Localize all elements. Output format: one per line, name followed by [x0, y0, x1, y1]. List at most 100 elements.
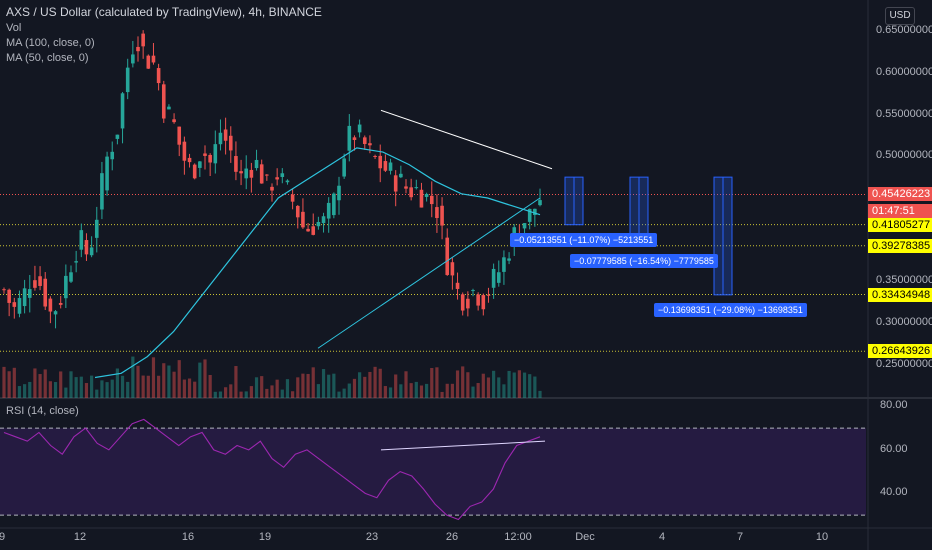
volume-bar	[33, 368, 37, 398]
candle-body	[321, 216, 326, 224]
volume-bar	[466, 372, 470, 398]
candle-body	[64, 275, 68, 299]
candle-body	[388, 162, 393, 171]
volume-bar	[512, 372, 516, 398]
candle-body	[460, 294, 465, 311]
price-tick-label: 0.50000000	[876, 149, 932, 162]
candle-body	[120, 93, 125, 129]
candle-body	[440, 205, 444, 226]
volume-bar	[291, 391, 295, 398]
candle-body	[455, 282, 460, 289]
volume-bar	[95, 389, 99, 398]
volume-bar	[115, 368, 119, 398]
candle-body	[368, 143, 372, 146]
candle-body	[259, 164, 264, 184]
volume-bar	[193, 381, 197, 398]
rsi-study-label[interactable]: RSI (14, close)	[6, 405, 79, 417]
candle-body	[373, 155, 377, 157]
volume-bar	[296, 377, 300, 398]
ma50-line	[94, 147, 541, 379]
candle-body	[22, 288, 27, 307]
volume-bar	[218, 391, 223, 398]
volume-bar	[455, 370, 460, 398]
candle-body	[115, 134, 120, 139]
candle-body	[58, 302, 63, 305]
ma50-study-label[interactable]: MA (50, close, 0)	[6, 52, 89, 64]
volume-bar	[440, 391, 444, 398]
candle-body	[476, 294, 480, 306]
volume-bar	[260, 376, 264, 398]
price-tick-label: 0.60000000	[876, 65, 932, 78]
candle-body	[105, 156, 109, 191]
candle-body	[27, 289, 32, 298]
volume-bar	[522, 372, 527, 398]
volume-bar	[141, 375, 145, 398]
candle-body	[100, 173, 104, 210]
candle-body	[161, 84, 166, 119]
candle-body	[228, 135, 233, 151]
candle-body	[347, 125, 352, 151]
candle-body	[502, 257, 506, 272]
candle-body	[285, 180, 290, 183]
volume-bar	[492, 370, 496, 398]
volume-bar	[100, 380, 104, 398]
volume-bar	[342, 388, 346, 398]
volume-bar	[373, 366, 377, 398]
resistance-trendline	[380, 109, 553, 170]
volume-bar	[419, 385, 424, 398]
volume-bar	[64, 387, 68, 398]
volume-bar	[249, 386, 253, 398]
volume-bar	[435, 367, 439, 398]
volume-bar	[383, 386, 387, 398]
candle-body	[522, 223, 527, 229]
volume-bar	[450, 383, 454, 398]
volume-bar	[198, 362, 202, 398]
volume-bar	[110, 379, 114, 398]
volume-bar	[306, 373, 310, 398]
volume-bar	[538, 390, 542, 398]
volume-bar	[404, 371, 408, 398]
candle-body	[110, 151, 115, 160]
volume-study-label[interactable]: Vol	[6, 22, 22, 34]
volume-bar	[151, 357, 156, 398]
ma100-study-label[interactable]: MA (100, close, 0)	[6, 37, 95, 49]
candle-body	[198, 161, 202, 168]
candle-body	[409, 187, 413, 198]
candle-body	[295, 205, 300, 218]
volume-bar	[321, 369, 326, 398]
candle-body	[445, 237, 450, 275]
volume-bar	[476, 383, 480, 398]
volume-bar	[316, 384, 320, 398]
candle-body	[33, 280, 37, 288]
ma100-line	[317, 197, 541, 349]
candle-body	[136, 46, 140, 52]
volume-bar	[394, 374, 398, 398]
volume-bar	[2, 366, 6, 398]
currency-button[interactable]: USD	[885, 7, 915, 25]
candle-body	[151, 55, 156, 63]
candle-body	[125, 67, 130, 93]
candle-body	[244, 168, 249, 179]
candle-body	[249, 169, 254, 178]
projection-label: −0.13698351 (−29.08%) −13698351	[654, 302, 807, 317]
volume-bar	[136, 365, 140, 398]
date-tick-label: 4	[658, 531, 666, 543]
volume-bar	[48, 381, 52, 398]
date-tick-label: 7	[736, 531, 744, 543]
volume-bar	[244, 391, 248, 398]
candle-body	[182, 141, 187, 161]
candle-body	[337, 185, 341, 201]
candle-body	[424, 194, 429, 197]
candle-body	[404, 186, 408, 189]
candle-body	[496, 272, 501, 283]
candle-body	[306, 228, 310, 232]
candle-body	[507, 258, 511, 261]
price-tick-label: 0.30000000	[876, 316, 932, 329]
candle-body	[533, 208, 537, 216]
volume-bar	[69, 371, 73, 398]
candle-body	[203, 153, 207, 156]
volume-bar	[7, 371, 11, 398]
candle-body	[12, 302, 17, 307]
candle-body	[208, 154, 212, 163]
